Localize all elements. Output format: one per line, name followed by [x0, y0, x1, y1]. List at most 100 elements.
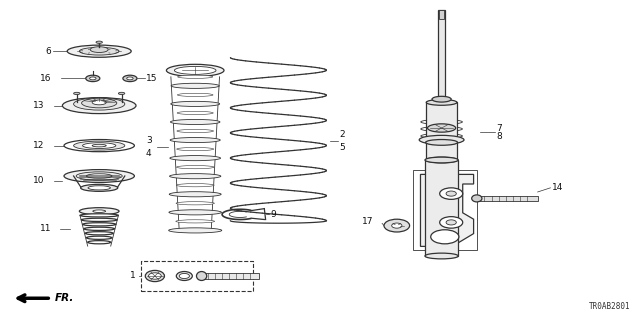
Ellipse shape [472, 195, 482, 202]
Ellipse shape [86, 236, 112, 239]
Ellipse shape [170, 119, 220, 124]
Ellipse shape [81, 218, 117, 221]
Ellipse shape [177, 93, 213, 96]
Ellipse shape [419, 135, 464, 144]
Ellipse shape [79, 47, 119, 55]
Ellipse shape [90, 47, 108, 52]
Ellipse shape [145, 270, 164, 282]
Ellipse shape [86, 75, 100, 82]
Text: 12: 12 [33, 141, 45, 150]
FancyBboxPatch shape [477, 196, 538, 201]
Ellipse shape [82, 98, 117, 108]
Ellipse shape [118, 92, 125, 95]
FancyBboxPatch shape [425, 160, 458, 256]
Ellipse shape [127, 77, 133, 80]
Ellipse shape [176, 184, 214, 187]
Ellipse shape [90, 77, 96, 80]
Ellipse shape [74, 98, 125, 110]
Circle shape [384, 219, 410, 232]
Text: FR.: FR. [55, 293, 74, 303]
Ellipse shape [176, 220, 214, 223]
Ellipse shape [426, 140, 458, 145]
Ellipse shape [169, 228, 222, 233]
Ellipse shape [177, 111, 213, 115]
Ellipse shape [92, 144, 106, 147]
Ellipse shape [79, 208, 119, 215]
Text: 9: 9 [271, 210, 276, 219]
Text: 5: 5 [339, 143, 345, 152]
Ellipse shape [171, 101, 220, 107]
Text: 14: 14 [552, 183, 564, 192]
Ellipse shape [425, 157, 458, 163]
Ellipse shape [428, 124, 456, 132]
Ellipse shape [96, 41, 102, 44]
FancyBboxPatch shape [202, 273, 259, 278]
Ellipse shape [171, 83, 220, 88]
Text: 17: 17 [362, 217, 373, 226]
Text: 11: 11 [40, 224, 51, 233]
Ellipse shape [64, 140, 134, 152]
Circle shape [431, 230, 459, 244]
Ellipse shape [67, 45, 131, 57]
Text: TR0AB2801: TR0AB2801 [589, 302, 630, 311]
Circle shape [440, 217, 463, 228]
Ellipse shape [88, 241, 111, 244]
Text: 8: 8 [496, 132, 502, 140]
Ellipse shape [74, 92, 80, 95]
Circle shape [392, 223, 402, 228]
Ellipse shape [64, 170, 134, 182]
Ellipse shape [169, 210, 221, 215]
Ellipse shape [425, 253, 458, 259]
Ellipse shape [123, 75, 137, 82]
Text: 4: 4 [146, 149, 152, 158]
Ellipse shape [177, 271, 193, 280]
Ellipse shape [176, 202, 214, 205]
Ellipse shape [74, 141, 125, 150]
FancyBboxPatch shape [141, 261, 253, 291]
Ellipse shape [85, 232, 113, 235]
Ellipse shape [174, 67, 216, 75]
FancyBboxPatch shape [438, 10, 445, 102]
Circle shape [446, 191, 456, 196]
Text: 3: 3 [146, 136, 152, 145]
Ellipse shape [170, 156, 221, 161]
Ellipse shape [83, 223, 116, 226]
Ellipse shape [92, 100, 106, 105]
Ellipse shape [178, 75, 212, 78]
Text: 15: 15 [146, 74, 157, 83]
Text: 10: 10 [33, 176, 45, 185]
Text: 1: 1 [130, 271, 136, 281]
Ellipse shape [432, 96, 451, 102]
Ellipse shape [76, 172, 122, 180]
Ellipse shape [426, 100, 457, 105]
Circle shape [440, 188, 463, 199]
Text: 2: 2 [339, 130, 345, 139]
Ellipse shape [88, 186, 111, 190]
Ellipse shape [80, 214, 118, 217]
Ellipse shape [83, 143, 116, 148]
Ellipse shape [84, 227, 115, 230]
Polygon shape [420, 174, 474, 246]
Ellipse shape [170, 174, 221, 179]
Ellipse shape [169, 192, 221, 197]
Ellipse shape [170, 138, 220, 143]
Text: 16: 16 [40, 74, 51, 83]
FancyBboxPatch shape [439, 10, 444, 19]
Ellipse shape [177, 148, 214, 151]
Circle shape [179, 273, 189, 278]
Text: 6: 6 [45, 47, 51, 56]
Ellipse shape [177, 165, 214, 169]
Ellipse shape [63, 98, 136, 114]
Circle shape [148, 273, 161, 279]
Ellipse shape [426, 157, 457, 163]
Ellipse shape [93, 210, 106, 212]
Circle shape [446, 220, 456, 225]
Text: 7: 7 [496, 124, 502, 132]
Ellipse shape [166, 64, 224, 76]
Text: 13: 13 [33, 101, 45, 110]
Ellipse shape [196, 271, 207, 280]
Ellipse shape [81, 184, 118, 191]
Ellipse shape [177, 129, 214, 132]
FancyBboxPatch shape [426, 102, 457, 160]
Ellipse shape [86, 174, 112, 178]
